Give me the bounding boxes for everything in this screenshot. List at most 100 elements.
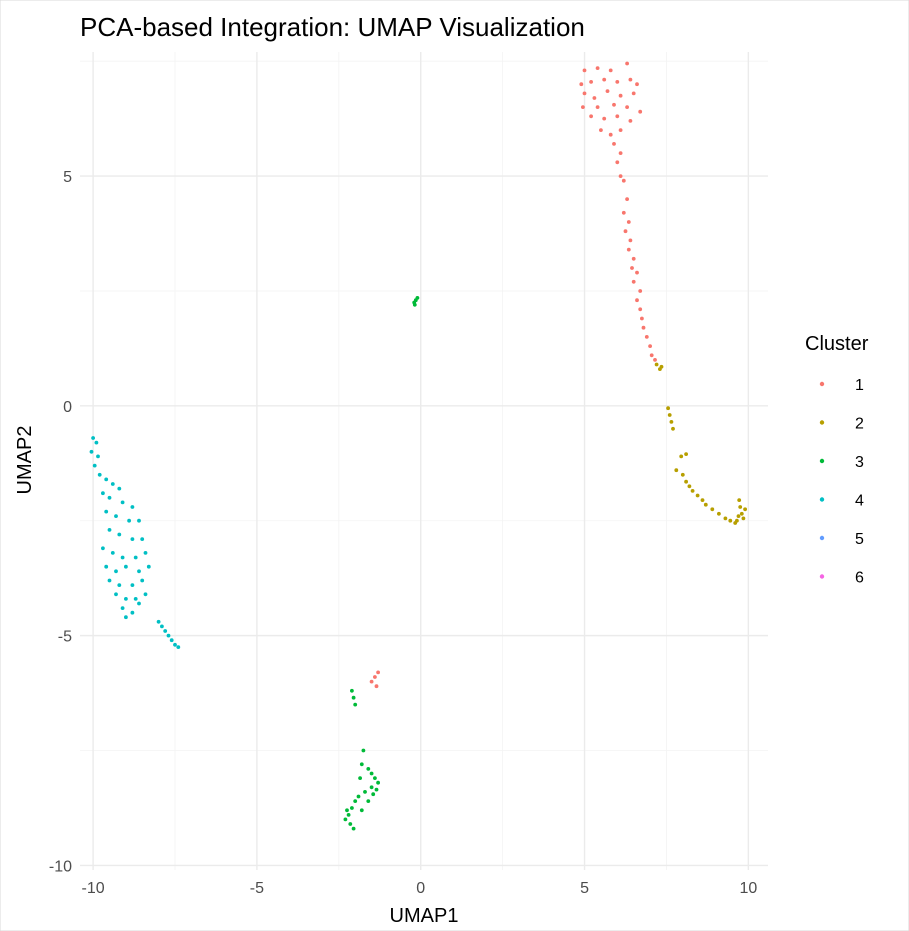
cluster-1-point	[369, 679, 374, 684]
cluster-1-point	[640, 316, 644, 321]
cluster-3-point	[348, 822, 353, 826]
cluster-1-point	[589, 80, 593, 84]
cluster-3-point	[343, 817, 348, 822]
cluster-1-point	[599, 128, 603, 133]
cluster-4-point	[160, 624, 164, 629]
cluster-1-point	[631, 256, 636, 261]
cluster-4-point	[107, 528, 112, 532]
cluster-4-point	[114, 569, 118, 574]
cluster-3-point	[350, 688, 354, 693]
cluster-3-point	[376, 780, 380, 785]
cluster-1-point	[612, 142, 616, 146]
cluster-4-point	[117, 486, 122, 491]
cluster-1-point	[628, 238, 633, 243]
cluster-3-point	[345, 808, 349, 813]
cluster-4-point	[117, 532, 122, 537]
y-tick-label: -5	[58, 629, 72, 646]
cluster-3-point	[373, 776, 377, 780]
cluster-legend: Cluster 1 2 3 4 5 6	[805, 333, 869, 587]
cluster-4-point	[91, 436, 95, 440]
cluster-1-point	[618, 174, 623, 179]
cluster-1-point	[579, 82, 584, 87]
cluster-4-point	[120, 555, 125, 560]
cluster-2-point	[728, 518, 733, 523]
legend-key-3	[819, 458, 825, 464]
cluster-2-point	[684, 479, 688, 484]
x-axis-ticks: -10 -5 0 5 10	[82, 880, 758, 897]
cluster-2-point	[659, 364, 664, 369]
cluster-4-point	[143, 551, 148, 555]
cluster-4-point	[166, 633, 171, 638]
cluster-1-point	[582, 91, 587, 96]
cluster-4-point	[140, 578, 145, 583]
cluster-4-point	[140, 537, 145, 541]
cluster-4-point	[163, 629, 168, 633]
cluster-2-point	[695, 493, 700, 498]
cluster-2-point	[680, 472, 685, 477]
cluster-1-point	[595, 105, 600, 109]
legend-key-5	[819, 535, 825, 541]
cluster-1-point	[623, 229, 628, 234]
legend-label-4: 4	[855, 493, 864, 510]
cluster-4-point	[133, 555, 138, 560]
cluster-1-point	[581, 105, 585, 109]
cluster-2-point	[736, 514, 741, 518]
cluster-1-point	[608, 132, 613, 137]
cluster-1-point	[615, 160, 620, 165]
cluster-4-point	[169, 638, 174, 643]
cluster-1-point	[621, 210, 626, 215]
cluster-2-point	[717, 511, 721, 516]
cluster-2-point	[674, 468, 679, 473]
cluster-1-point	[644, 335, 649, 339]
cluster-3-point	[374, 787, 379, 792]
cluster-4-point	[110, 551, 115, 555]
cluster-4-point	[104, 477, 109, 482]
cluster-1-point	[635, 270, 639, 275]
cluster-4-point	[143, 592, 148, 597]
cluster-4-point	[104, 564, 109, 569]
cluster-1-point	[615, 114, 620, 119]
cluster-4-point	[137, 569, 141, 574]
cluster-4-point	[124, 564, 128, 569]
cluster-1-point	[631, 91, 636, 96]
legend-key-1	[819, 381, 825, 387]
cluster-1-point	[635, 82, 639, 87]
legend-label-6: 6	[855, 570, 864, 587]
cluster-1-point	[618, 128, 623, 133]
x-axis-title: UMAP1	[390, 905, 459, 927]
cluster-1-point	[653, 358, 657, 362]
cluster-3-point	[356, 794, 361, 799]
y-tick-label: 5	[63, 169, 72, 186]
chart-title: PCA-based Integration: UMAP Visualizatio…	[80, 12, 585, 42]
cluster-1-point	[628, 119, 633, 123]
legend-label-2: 2	[855, 416, 864, 433]
x-tick-label: -10	[82, 880, 105, 897]
cluster-1-point	[635, 298, 639, 303]
cluster-4-point	[127, 518, 131, 523]
cluster-1-point	[615, 80, 620, 84]
legend-title: Cluster	[805, 333, 869, 355]
cluster-4-point	[101, 546, 105, 551]
cluster-3-point	[351, 695, 356, 700]
cluster-1-point	[373, 675, 377, 679]
cluster-4-point	[96, 454, 100, 459]
cluster-1-point	[626, 247, 631, 252]
cluster-1-point	[625, 197, 629, 202]
cluster-4-point	[176, 645, 181, 649]
y-axis-ticks: -10 -5 0 5	[49, 169, 72, 875]
cluster-3-point	[366, 767, 371, 771]
cluster-4-point	[130, 583, 135, 587]
cluster-1-point	[602, 77, 607, 82]
cluster-4-point	[130, 505, 135, 509]
cluster-4-point	[146, 564, 151, 569]
cluster-3-point	[353, 702, 358, 707]
points-layer	[89, 61, 747, 831]
cluster-2-point	[671, 426, 675, 431]
cluster-1-point	[630, 266, 634, 270]
cluster-1-point	[638, 307, 643, 312]
cluster-3-point	[353, 799, 358, 803]
legend-key-4	[819, 497, 825, 502]
legend-key-2	[819, 420, 825, 425]
cluster-3-point	[369, 771, 374, 776]
